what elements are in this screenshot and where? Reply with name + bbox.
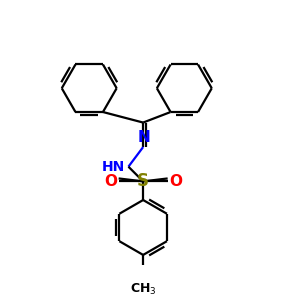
Text: CH$_3$: CH$_3$: [130, 282, 157, 298]
Text: S: S: [137, 172, 149, 190]
Text: HN: HN: [101, 160, 124, 174]
Text: O: O: [104, 174, 117, 189]
Text: O: O: [169, 174, 182, 189]
Text: N: N: [138, 130, 151, 145]
